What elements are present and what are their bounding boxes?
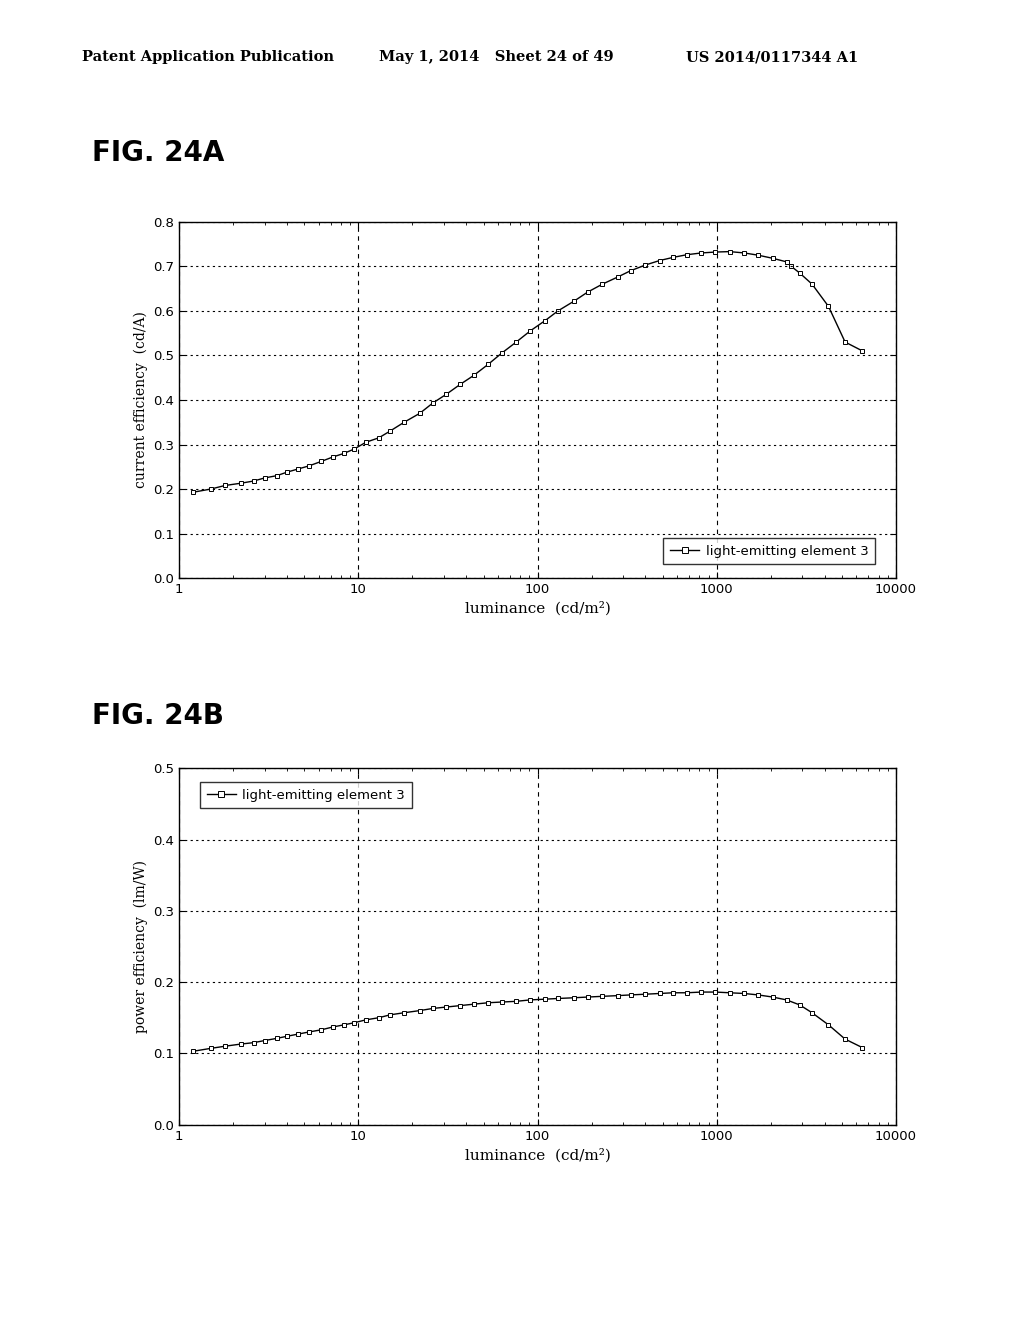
Text: May 1, 2014   Sheet 24 of 49: May 1, 2014 Sheet 24 of 49 [379,50,613,65]
Y-axis label: current efficiency  (cd/A): current efficiency (cd/A) [133,312,147,488]
Text: FIG. 24A: FIG. 24A [92,139,224,166]
Text: Patent Application Publication: Patent Application Publication [82,50,334,65]
Legend: light-emitting element 3: light-emitting element 3 [664,539,876,565]
X-axis label: luminance  (cd/m²): luminance (cd/m²) [465,602,610,616]
X-axis label: luminance  (cd/m²): luminance (cd/m²) [465,1148,610,1163]
Y-axis label: power efficiency  (lm/W): power efficiency (lm/W) [133,859,147,1034]
Text: US 2014/0117344 A1: US 2014/0117344 A1 [686,50,858,65]
Text: FIG. 24B: FIG. 24B [92,702,224,730]
Legend: light-emitting element 3: light-emitting element 3 [200,781,412,808]
